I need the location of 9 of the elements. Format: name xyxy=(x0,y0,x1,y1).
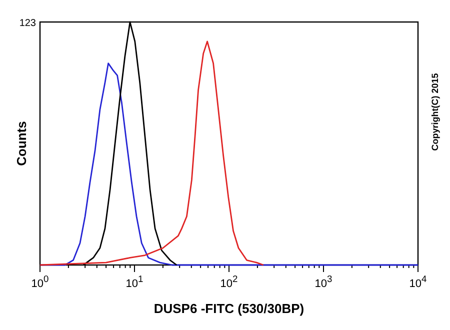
y-axis-title: Counts xyxy=(14,121,29,166)
text: Copyright(C) 2015 xyxy=(430,73,440,151)
x-axis-title: DUSP6 -FITC (530/30BP) xyxy=(154,301,304,316)
x-tick-label: 10$^{4}$ xyxy=(409,274,427,290)
x-tick-label: 10$^{0}$ xyxy=(31,274,49,290)
x-tick-label: 10$^{2}$ xyxy=(220,274,238,290)
text: 123 xyxy=(19,18,36,29)
x-tick-label: 10$^{1}$ xyxy=(126,274,144,290)
x-tick-label: 10$^{3}$ xyxy=(314,274,332,290)
